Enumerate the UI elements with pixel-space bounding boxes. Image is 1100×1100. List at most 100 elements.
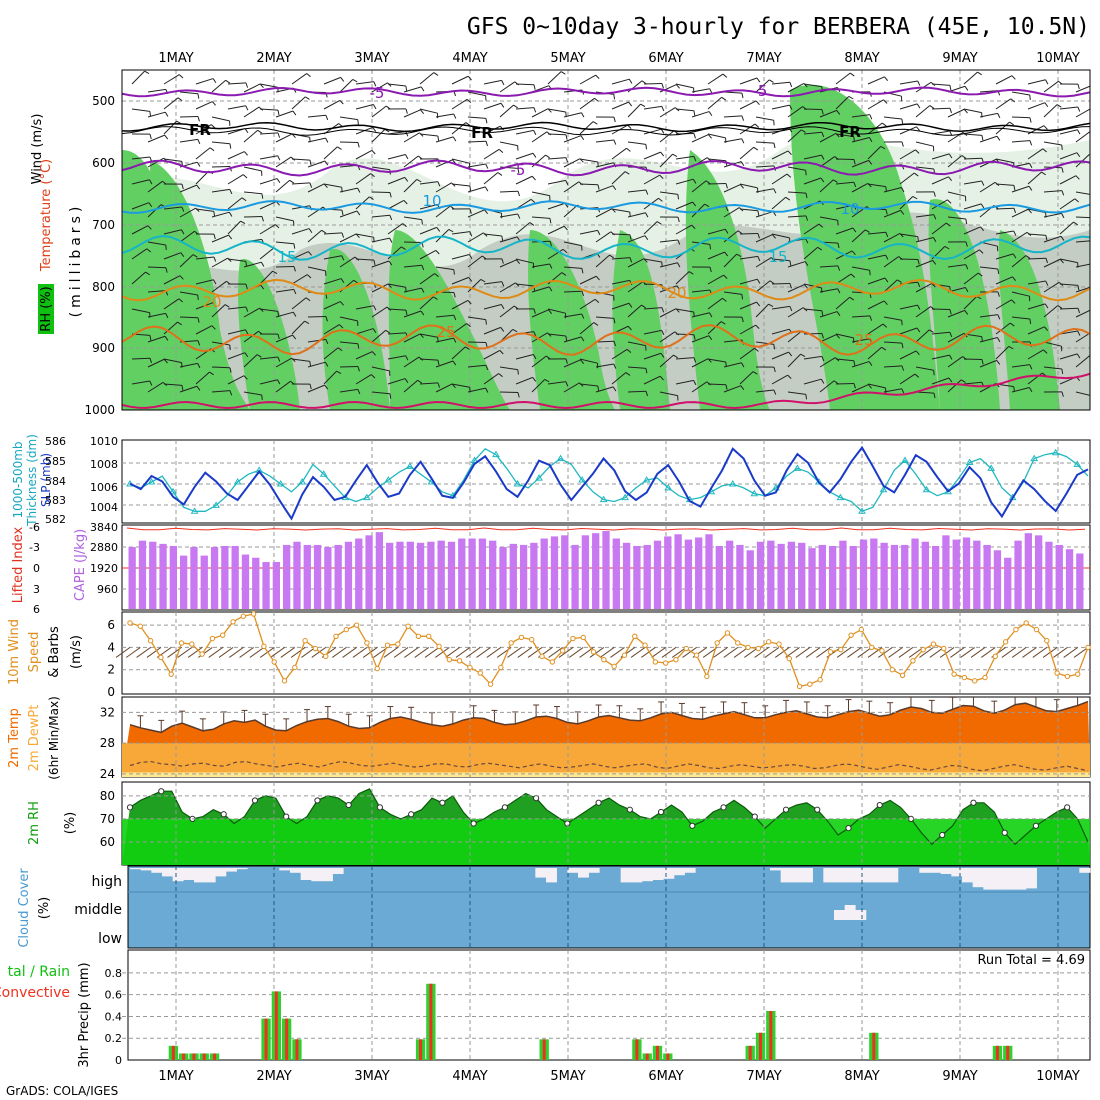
wind-barb	[371, 306, 388, 318]
wind-barb-flag	[1093, 286, 1096, 290]
wind10-barb	[280, 647, 296, 658]
wind-barb	[723, 362, 742, 368]
wind-barb-flag	[677, 217, 680, 223]
date-label-top: 1MAY	[158, 51, 193, 66]
wind-barb-flag	[965, 264, 969, 270]
wind-barb-flag	[996, 136, 1001, 141]
wind-barb	[595, 316, 614, 319]
precip-bars	[168, 983, 1013, 1060]
axis-tick-label: 60	[100, 835, 115, 849]
wind-barb	[995, 253, 1014, 260]
wind-barb-flag	[627, 124, 632, 130]
wind-barb	[659, 239, 678, 243]
cloud-high-bar	[620, 868, 632, 883]
cape-bar	[973, 540, 981, 609]
axis-tick-label: 584	[45, 475, 66, 488]
wind-barb	[931, 377, 950, 385]
wind-barb	[131, 70, 145, 85]
wind10-barb	[465, 647, 481, 658]
wind-barb-flag	[244, 352, 249, 358]
wind-barb	[323, 324, 340, 335]
wind-barb	[979, 112, 998, 118]
wind-barb	[483, 304, 502, 310]
wind10-label-4: (m/s)	[69, 635, 84, 669]
wind-barb-flag	[469, 185, 472, 192]
wind-barb	[787, 106, 803, 118]
wind-barb	[483, 172, 499, 185]
wind-barb	[691, 111, 710, 118]
wind10-speed-point	[292, 664, 298, 671]
wind-barb	[531, 108, 549, 118]
wind-barb	[867, 231, 886, 235]
wind-barb	[691, 312, 710, 318]
wind-barb	[563, 313, 582, 318]
thickness-marker	[1051, 448, 1060, 456]
wind-barb-flag	[900, 210, 905, 215]
wind-barb	[291, 73, 307, 85]
wind-barb-flag	[737, 230, 743, 235]
thickness-marker	[535, 474, 543, 481]
wind-barb	[435, 266, 454, 271]
wind-barb-flag	[708, 335, 713, 341]
wind-barb	[419, 204, 438, 210]
wind-barb	[803, 223, 820, 235]
wind-barb	[787, 191, 806, 194]
wind-barb	[371, 260, 390, 268]
wind-barb	[995, 158, 1014, 164]
wind-barb	[1043, 305, 1059, 318]
wind-barb-flag	[1094, 218, 1095, 223]
wind-barb-flag	[882, 323, 888, 328]
wind-barb	[899, 103, 918, 110]
slp-series	[126, 445, 1089, 521]
wind-barb-flag	[420, 86, 425, 92]
wind-barb-flag	[453, 315, 457, 321]
wind-barb	[931, 107, 951, 110]
cape-label: CAPE (J/kg)	[73, 529, 88, 601]
wind10-speed-point	[951, 671, 957, 677]
wind-barb-flag	[434, 273, 439, 278]
wind-barb-flag	[1029, 94, 1031, 100]
wind-barb-flag	[613, 363, 617, 369]
wind10-speed-point	[786, 655, 792, 662]
wind-barb-flag	[337, 347, 343, 352]
precip-convective-bar	[285, 1018, 289, 1060]
wind-barb	[451, 254, 470, 260]
wind-barb	[627, 341, 646, 347]
cape-bar	[705, 534, 713, 609]
wind10-speed-point	[436, 643, 442, 650]
wind-barb	[1043, 258, 1061, 268]
rh2m-point	[376, 804, 384, 811]
wind10-speed-point	[776, 641, 782, 647]
wind-barb	[851, 361, 870, 368]
wind-barb-flag	[1077, 84, 1080, 90]
wind-barb-flag	[1028, 186, 1033, 191]
wind-barb-flag	[453, 292, 456, 298]
wind-barb	[467, 232, 484, 243]
wind-barb-flag	[513, 104, 518, 109]
cape-bar	[509, 543, 517, 609]
wind-barb	[611, 171, 626, 185]
wind-barb-flag	[917, 236, 919, 242]
wind-barb-flag	[901, 388, 905, 394]
wind-barb	[259, 155, 278, 160]
wind-barb-flag	[485, 365, 489, 371]
wind-barb-flag	[149, 111, 152, 117]
wind-barb	[291, 158, 310, 161]
wind-barb	[643, 221, 658, 235]
wind-barb	[259, 224, 276, 235]
wind-barb-flag	[837, 242, 840, 249]
rh-green-shading-10	[928, 199, 1000, 410]
wind-barb-flag	[1077, 285, 1080, 291]
wind-barb	[771, 328, 790, 335]
wind-barb	[355, 173, 371, 185]
wind-barb	[627, 235, 646, 243]
wind-barb	[755, 341, 774, 345]
wind-barb	[659, 391, 678, 397]
wind-barb	[483, 102, 502, 110]
wind-barb	[931, 153, 950, 160]
wind-barb	[179, 385, 198, 393]
wind-barb	[1059, 330, 1078, 335]
wind-barb	[355, 305, 374, 310]
